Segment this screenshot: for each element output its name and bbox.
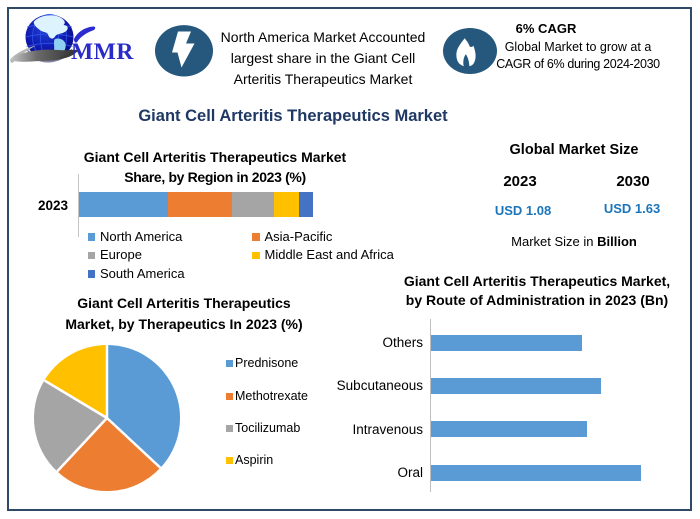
svg-text:MMR: MMR [71,39,134,65]
